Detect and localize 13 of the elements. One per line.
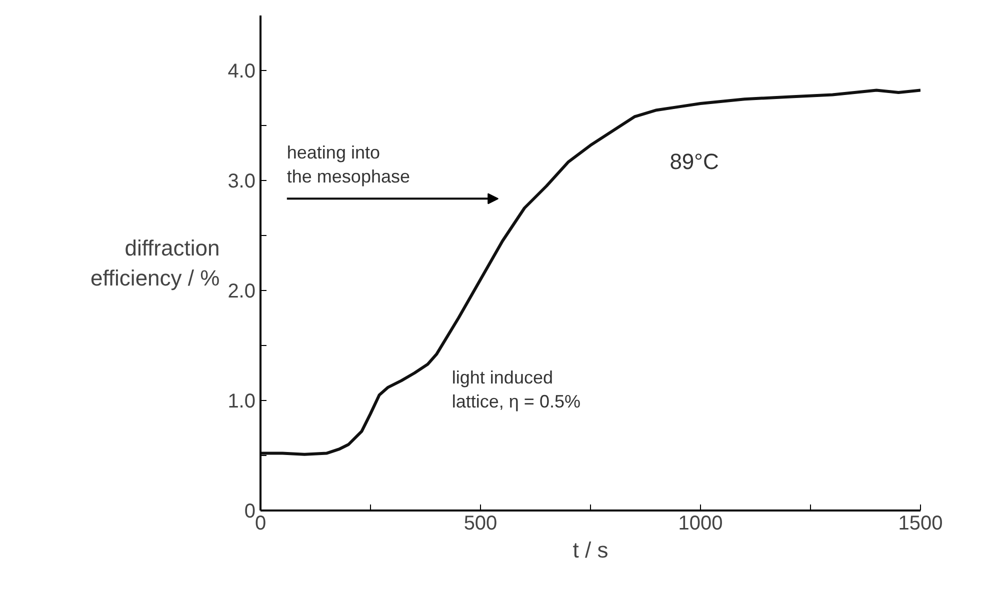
y-tick-label: 3.0 [228, 170, 256, 192]
x-tick-label: 500 [464, 512, 498, 534]
x-tick-label: 1500 [898, 512, 943, 534]
y-tick-label: 2.0 [228, 280, 256, 302]
y-axis-title: diffraction efficiency / % [90, 236, 220, 290]
y-tick-label: 4.0 [228, 60, 256, 82]
y-tick-label: 1.0 [228, 390, 256, 412]
annotation: 89°C [670, 148, 719, 174]
annotation: light induced lattice, η = 0.5% [452, 368, 580, 412]
annotation: heating into the mesophase [286, 142, 410, 187]
x-tick-label: 1000 [678, 512, 723, 534]
line-series [260, 88, 920, 456]
x-axis-title: t / s [572, 538, 608, 562]
